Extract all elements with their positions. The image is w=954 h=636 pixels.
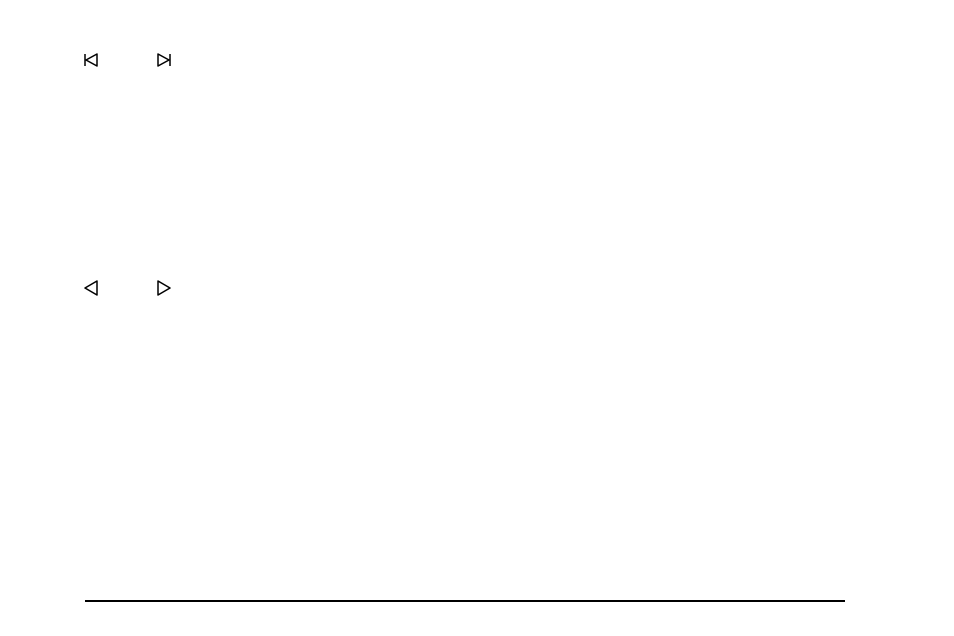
- icon-row-bottom: [83, 280, 172, 296]
- divider-line: [85, 600, 845, 602]
- triangle-right-icon[interactable]: [156, 280, 172, 296]
- triangle-left-icon[interactable]: [83, 280, 99, 296]
- skip-forward-icon[interactable]: [156, 52, 172, 68]
- skip-back-icon[interactable]: [83, 52, 99, 68]
- icon-row-top: [83, 52, 172, 68]
